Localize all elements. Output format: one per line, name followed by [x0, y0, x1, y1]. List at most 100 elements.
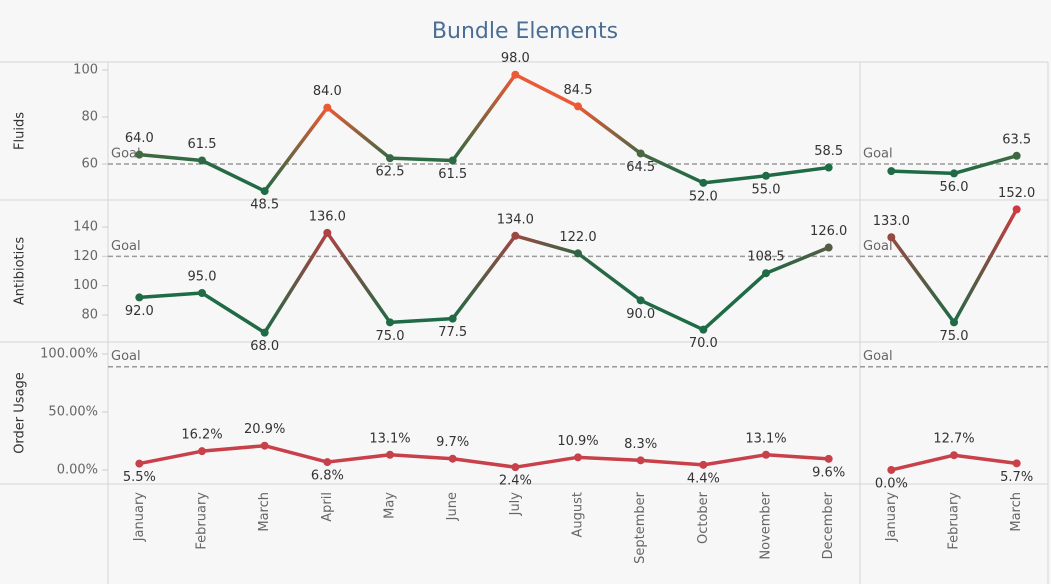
point	[260, 328, 269, 337]
point	[699, 178, 708, 187]
point	[135, 459, 144, 468]
point	[135, 293, 144, 302]
line-segment	[889, 169, 956, 176]
data-label: 75.0	[376, 329, 405, 344]
data-label: 2.4%	[499, 474, 532, 489]
point	[448, 156, 457, 165]
data-label: 5.7%	[1000, 470, 1033, 485]
data-label: 13.1%	[745, 431, 786, 446]
data-label: 13.1%	[369, 431, 410, 446]
point	[260, 187, 269, 196]
data-label: 122.0	[559, 230, 596, 245]
line-segment	[764, 165, 831, 178]
point	[636, 296, 645, 305]
line-segment	[952, 453, 1019, 466]
data-label: 70.0	[689, 336, 718, 351]
line-segment	[764, 453, 831, 461]
y-tick-label: 80	[81, 110, 98, 125]
y-tick-label: 80	[81, 308, 98, 323]
point	[574, 102, 582, 111]
data-label: 9.6%	[812, 465, 845, 480]
x-tick-label: June	[445, 492, 460, 521]
point	[762, 450, 770, 459]
x-tick-label: February	[195, 492, 210, 550]
data-label: 56.0	[940, 180, 969, 195]
line-segment	[513, 72, 580, 109]
data-label: 68.0	[250, 339, 279, 354]
x-tick-label: September	[633, 491, 648, 564]
data-label: 108.5	[747, 250, 784, 265]
x-tick-label: May	[383, 492, 398, 519]
y-tick-label: 60	[81, 157, 98, 172]
chart-title: Bundle Elements	[432, 19, 618, 44]
line-segment	[701, 271, 768, 332]
line-segment	[325, 105, 392, 160]
data-label: 64.5	[626, 160, 655, 175]
point	[323, 228, 332, 237]
data-label: 0.0%	[875, 476, 908, 491]
x-tick-label: April	[320, 492, 335, 522]
x-tick-label: January	[132, 492, 147, 543]
line-segment	[576, 455, 643, 463]
line-segment	[638, 298, 706, 332]
data-label: 6.8%	[311, 469, 344, 484]
line-segment	[388, 453, 455, 461]
line-segment	[388, 156, 455, 163]
y-tick-label: 120	[73, 249, 98, 264]
point	[511, 231, 520, 240]
data-label: 126.0	[810, 224, 847, 239]
line-segment	[513, 455, 580, 469]
data-label: 55.0	[752, 182, 781, 197]
x-tick-label: January	[884, 492, 899, 543]
line-segment	[576, 251, 643, 303]
line-segment	[450, 72, 518, 163]
line-segment	[388, 316, 455, 325]
goal-label: Goal	[111, 349, 141, 364]
goal-label: Goal	[863, 147, 893, 162]
line-segment	[200, 443, 267, 453]
data-label: 77.5	[438, 325, 467, 340]
goal-label: Goal	[111, 147, 141, 162]
line-segment	[638, 151, 706, 185]
data-label: 152.0	[998, 186, 1035, 201]
point	[448, 454, 457, 463]
line-segment	[701, 453, 768, 467]
goal-label: Goal	[863, 239, 893, 254]
line-segment	[952, 154, 1019, 176]
line-segment	[325, 231, 392, 325]
line-segment	[137, 449, 204, 466]
y-axis-title: Antibiotics	[13, 237, 28, 306]
point	[824, 454, 833, 463]
point	[198, 289, 206, 298]
line-segment	[200, 291, 267, 335]
data-label: 52.0	[689, 189, 718, 204]
data-label: 90.0	[626, 307, 655, 322]
line-segment	[638, 458, 706, 467]
point	[574, 249, 582, 258]
data-label: 61.5	[188, 137, 217, 152]
y-tick-label: 100.00%	[40, 346, 98, 361]
data-label: 10.9%	[557, 434, 598, 449]
x-tick-label: July	[508, 492, 523, 517]
point	[1012, 151, 1021, 160]
line-segment	[764, 245, 831, 275]
data-label: 12.7%	[933, 432, 974, 447]
x-tick-label: March	[1009, 492, 1024, 532]
point	[762, 269, 770, 278]
line-segment	[137, 152, 204, 163]
point	[386, 450, 394, 459]
point	[198, 447, 206, 456]
y-tick-label: 140	[73, 219, 98, 234]
point	[824, 243, 833, 252]
data-label: 95.0	[188, 270, 217, 285]
point	[1012, 205, 1021, 214]
data-label: 61.5	[438, 167, 467, 182]
x-tick-label: March	[257, 492, 272, 532]
data-label: 98.0	[501, 51, 530, 66]
data-label: 63.5	[1002, 132, 1031, 147]
data-label: 133.0	[873, 214, 910, 229]
goal-label: Goal	[111, 239, 141, 254]
goal-label: Goal	[863, 349, 893, 364]
line-segment	[450, 234, 518, 321]
data-label: 16.2%	[181, 428, 222, 443]
